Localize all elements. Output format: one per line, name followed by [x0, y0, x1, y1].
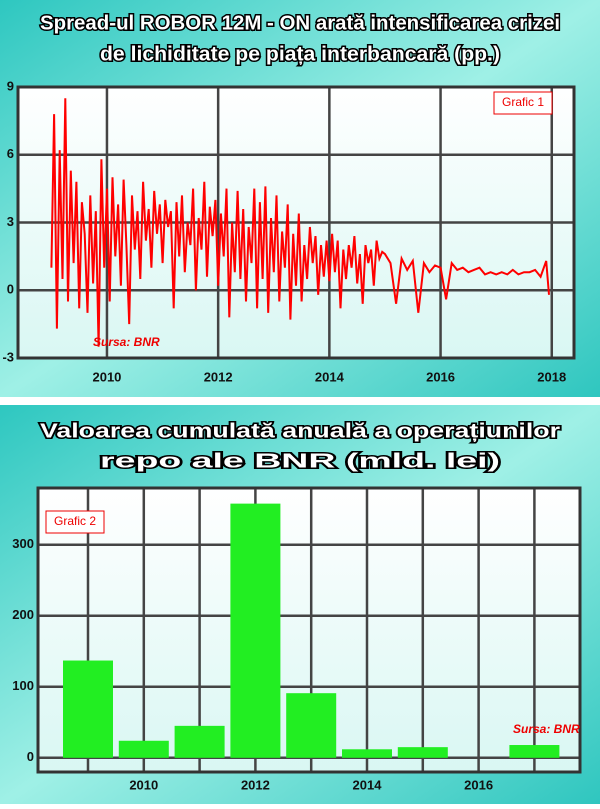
- bar: [63, 660, 113, 758]
- label-box: [45, 510, 105, 534]
- bar: [230, 503, 281, 758]
- plot-border: [36, 486, 582, 774]
- x-tick-label: 2018: [537, 369, 566, 384]
- x-tick-label: 2010: [92, 369, 121, 384]
- x-tick-label: 2016: [426, 369, 455, 384]
- label-box: [493, 91, 553, 115]
- x-tick-label: 2012: [204, 369, 233, 384]
- y-tick-label: 0: [7, 282, 14, 297]
- separator: [0, 397, 600, 405]
- bar: [118, 740, 169, 758]
- y-tick-label: 300: [12, 536, 34, 551]
- plot-border: [16, 85, 576, 360]
- bar: [174, 725, 225, 758]
- chart-label: Grafic 1: [502, 95, 544, 109]
- bar: [397, 747, 448, 758]
- x-tick-label: 2010: [129, 777, 158, 792]
- source-note: Sursa: BNR: [93, 335, 160, 349]
- source-note: Sursa: BNR: [513, 722, 580, 736]
- data-line: [50, 98, 550, 347]
- y-tick-label: -3: [2, 349, 14, 364]
- bar: [342, 749, 392, 758]
- chart-label: Grafic 2: [54, 514, 96, 528]
- y-tick-label: 3: [7, 214, 14, 229]
- chart-title: repo ale BNR (mld. lei): [100, 450, 500, 472]
- y-tick-label: 6: [7, 146, 14, 161]
- chart-title: Valoarea cumulată anuală a operațiunilor: [40, 420, 560, 442]
- bar: [286, 693, 337, 758]
- chart-title: Spread-ul ROBOR 12M - ON arată intensifi…: [40, 12, 560, 34]
- x-tick-label: 2014: [315, 369, 345, 384]
- x-tick-label: 2016: [464, 777, 493, 792]
- bar: [509, 745, 560, 758]
- y-tick-label: 100: [12, 678, 34, 693]
- y-tick-label: 0: [27, 749, 34, 764]
- x-tick-label: 2014: [353, 777, 383, 792]
- x-tick-label: 2012: [241, 777, 270, 792]
- y-tick-label: 9: [7, 78, 14, 93]
- y-tick-label: 200: [12, 607, 34, 622]
- chart-title: de lichiditate pe piața interbancară (pp…: [100, 43, 500, 65]
